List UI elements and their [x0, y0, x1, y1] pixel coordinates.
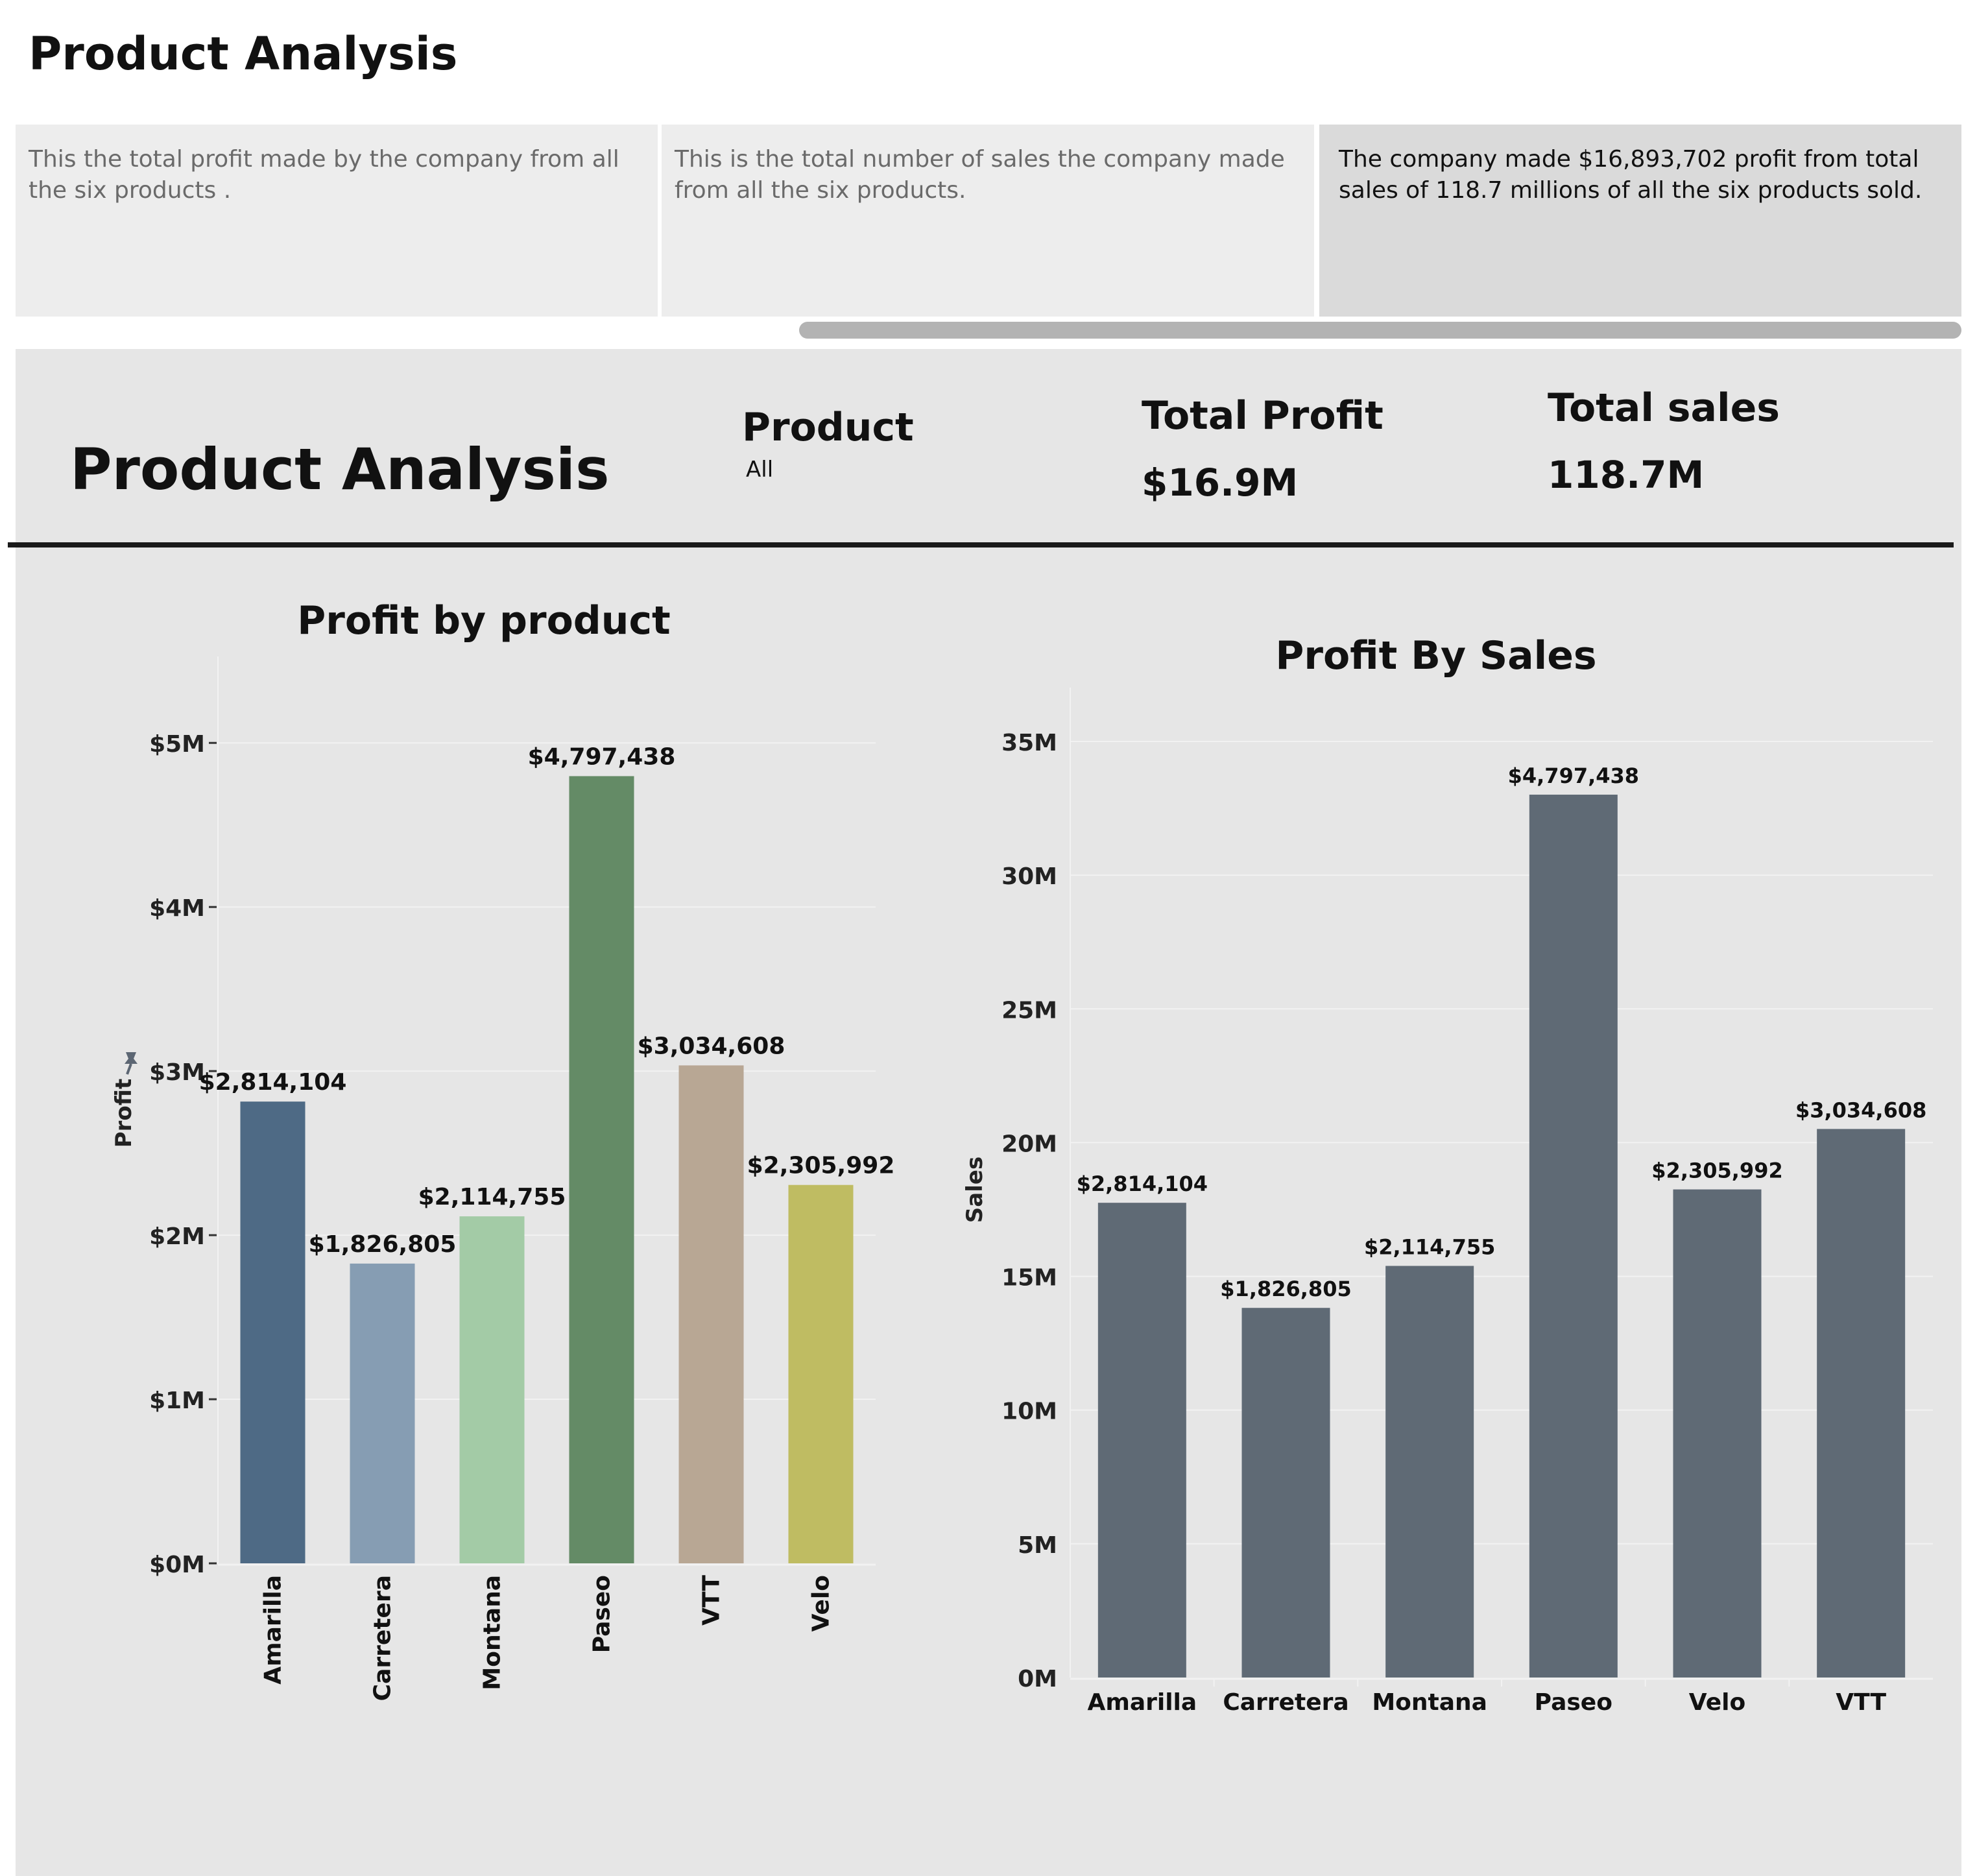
x-tick-label: Amarilla [260, 1575, 287, 1685]
pin-icon[interactable] [125, 1052, 138, 1075]
data-label: $2,305,992 [1651, 1159, 1782, 1183]
data-label: $2,114,755 [418, 1184, 566, 1210]
profit-chart-title: Profit by product [297, 598, 671, 643]
total-sales-value: 118.7M [1548, 453, 1705, 497]
dashboard-panel [16, 349, 1961, 1876]
profit-by-sales-chart: 0M 5M 10M 15M 20M 25M 30M 35M Sales $2,814,104 Ama… [962, 688, 1933, 1716]
y-tick-label: 30M [1001, 863, 1057, 890]
pin-head [125, 1052, 138, 1064]
x-tick-label: Paseo [589, 1575, 616, 1653]
bar-velo[interactable] [788, 1185, 854, 1563]
sales-chart-title: Profit By Sales [1275, 633, 1597, 679]
data-label: $2,814,104 [199, 1069, 347, 1096]
bar-amarilla[interactable] [240, 1101, 306, 1563]
x-tick-label: VTT [699, 1575, 725, 1626]
x-tick-label: Velo [1689, 1689, 1745, 1716]
story-point-text: This the total profit made by the compan… [29, 146, 619, 204]
y-tick-label: $2M [149, 1223, 205, 1250]
y-tick-label: $5M [149, 731, 205, 758]
x-tick-label: Velo [808, 1575, 835, 1631]
y-tick-label: 25M [1001, 997, 1057, 1024]
data-label: $3,034,608 [1795, 1098, 1926, 1122]
y-tick-label: 0M [1018, 1666, 1057, 1692]
x-tick-label: Carretera [1223, 1689, 1348, 1716]
product-filter-label: Product [742, 405, 914, 450]
y-axis-title: Profit [111, 1079, 137, 1148]
data-label: $4,797,438 [1508, 764, 1639, 788]
x-tick-label: VTT [1836, 1689, 1886, 1716]
y-tick-label: $4M [149, 895, 205, 922]
x-tick-label: Carretera [370, 1575, 396, 1701]
page-title: Product Analysis [29, 27, 458, 80]
data-label: $4,797,438 [528, 743, 676, 770]
total-profit-value: $16.9M [1142, 461, 1299, 505]
story-point-sales[interactable]: This is the total number of sales the co… [662, 125, 1314, 317]
y-tick-label: 5M [1018, 1532, 1057, 1559]
bar-paseo[interactable] [569, 776, 634, 1563]
profit-by-product-chart: $0M $1M $2M $3M $4M $5M Profit $2,814,104 Amaril… [111, 656, 895, 1701]
bar-vtt[interactable] [1817, 1129, 1906, 1678]
data-label: $2,305,992 [747, 1153, 895, 1179]
x-tick-label: Amarilla [1087, 1689, 1197, 1716]
story-point-profit[interactable]: This the total profit made by the compan… [16, 125, 658, 317]
y-axis-title: Sales [962, 1157, 988, 1223]
y-tick-label: $0M [149, 1552, 205, 1578]
horizontal-scrollbar[interactable] [799, 322, 1961, 339]
bar-carretera[interactable] [350, 1263, 415, 1563]
x-tick-label: Montana [1372, 1689, 1487, 1716]
bar-amarilla[interactable] [1097, 1203, 1186, 1678]
x-tick-label: Paseo [1535, 1689, 1612, 1716]
data-label: $1,826,805 [1220, 1277, 1351, 1301]
x-tick-label: Montana [479, 1575, 506, 1690]
story-point-text: This is the total number of sales the co… [675, 146, 1285, 204]
y-tick-label: 10M [1001, 1399, 1057, 1425]
y-tick-label: $1M [149, 1388, 205, 1414]
bar-montana[interactable] [459, 1216, 525, 1563]
y-tick-label: 20M [1001, 1131, 1057, 1157]
y-tick-label: 35M [1001, 730, 1057, 756]
dashboard-title: Product Analysis [70, 436, 610, 503]
total-profit-label: Total Profit [1142, 393, 1384, 439]
y-tick-label: $3M [149, 1059, 205, 1086]
header-divider [8, 542, 1954, 547]
data-label: $3,034,608 [638, 1033, 785, 1059]
bar-paseo[interactable] [1529, 795, 1618, 1678]
data-label: $2,114,755 [1364, 1234, 1495, 1259]
bar-carretera[interactable] [1241, 1308, 1330, 1678]
pin-needle [126, 1063, 132, 1075]
y-tick-label: 15M [1001, 1265, 1057, 1292]
story-point-text: The company made $16,893,702 profit from… [1339, 146, 1923, 204]
story-point-summary[interactable]: The company made $16,893,702 profit from… [1319, 125, 1961, 317]
total-sales-label: Total sales [1548, 385, 1780, 431]
bar-vtt[interactable] [678, 1065, 744, 1563]
bar-montana[interactable] [1385, 1266, 1474, 1678]
bar-velo[interactable] [1673, 1189, 1762, 1678]
data-label: $1,826,805 [309, 1231, 457, 1258]
product-filter-value[interactable]: All [746, 457, 774, 483]
data-label: $2,814,104 [1077, 1172, 1208, 1196]
